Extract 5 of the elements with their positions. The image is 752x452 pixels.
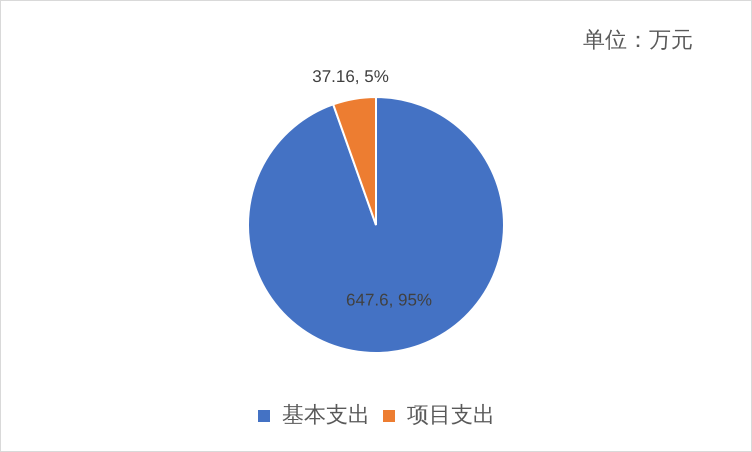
text: 单位：万元	[583, 26, 693, 54]
legend-label: 基本支出	[282, 402, 370, 428]
data-label: 647.6, 95%	[346, 290, 432, 310]
legend-label: 项目支出	[407, 402, 495, 428]
data-label: 37.16, 5%	[312, 66, 389, 86]
